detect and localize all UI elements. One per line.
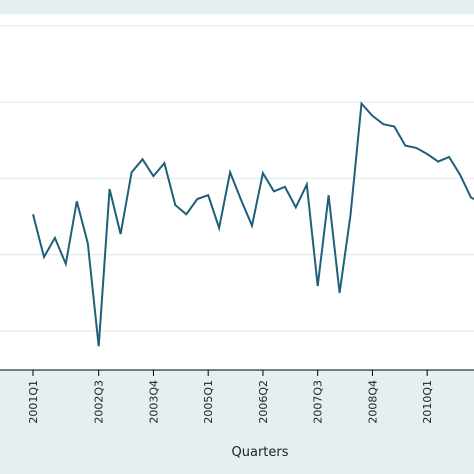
x-tick-label: 2001Q1 [27,380,40,424]
x-tick-label: 2010Q1 [421,380,434,424]
x-tick-label: 2003Q4 [147,380,160,424]
x-tick-label: 2007Q3 [312,380,325,424]
x-tick-label: 2006Q2 [257,380,270,424]
gridlines [0,25,474,332]
x-tick-label: 2002Q3 [93,380,106,424]
series-layer [32,101,474,347]
x-tick-label: 2005Q1 [202,380,215,424]
x-tick-label: 2008Q4 [366,380,379,424]
series-line [32,101,474,347]
x-axis-title: Quarters [232,445,289,460]
x-axis-ticks: 2001Q1 2002Q3 2003Q4 2005Q1 2006Q2 2007Q3 2008… [27,370,434,424]
